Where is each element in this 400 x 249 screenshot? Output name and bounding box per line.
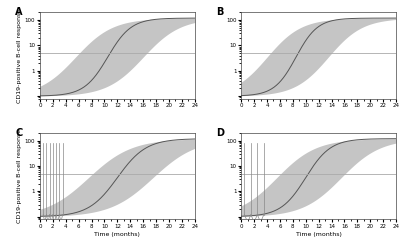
Text: C: C: [15, 128, 22, 138]
Text: A: A: [15, 7, 23, 17]
Y-axis label: CD19-positive B-cell response: CD19-positive B-cell response: [17, 8, 22, 103]
Text: B: B: [216, 7, 224, 17]
Text: D: D: [216, 128, 224, 138]
X-axis label: Time (months): Time (months): [94, 232, 140, 237]
X-axis label: Time (months): Time (months): [296, 232, 342, 237]
Y-axis label: CD19-positive B-cell response: CD19-positive B-cell response: [17, 129, 22, 223]
